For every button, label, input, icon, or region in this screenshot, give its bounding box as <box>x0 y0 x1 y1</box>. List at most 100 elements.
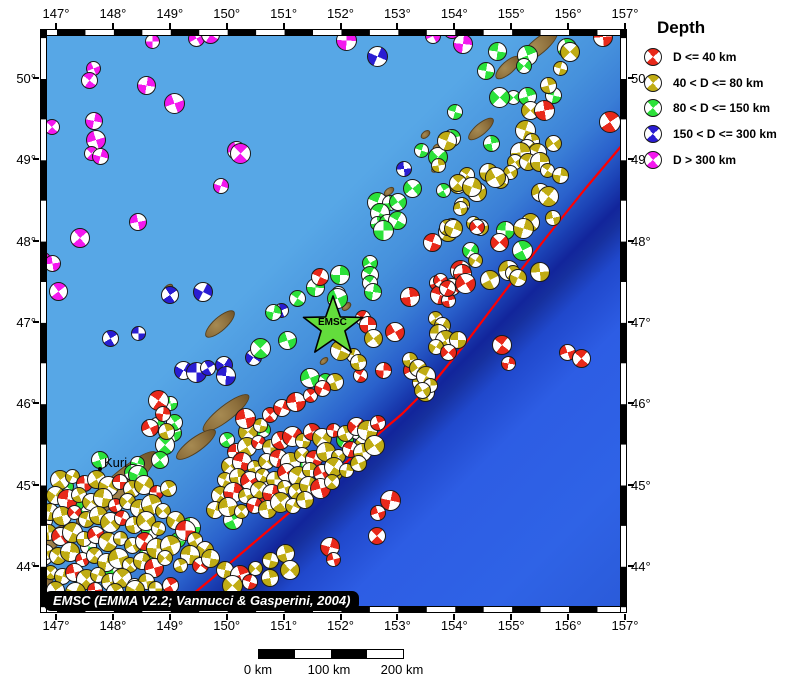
legend-ball-icon <box>644 48 662 66</box>
focal-mechanism-ball <box>467 252 483 268</box>
legend-item-label: D <= 40 km <box>673 50 737 64</box>
axis-tick <box>510 23 513 29</box>
axis-tick <box>225 23 228 29</box>
emsc-star-label: EMSC <box>318 317 347 328</box>
frame-right <box>620 29 627 613</box>
focal-mechanism-ball <box>438 279 456 297</box>
focal-mechanism-ball <box>484 166 506 188</box>
legend-ball-icon <box>644 99 662 118</box>
focal-mechanism-ball <box>447 104 463 120</box>
focal-mechanism-ball <box>552 60 568 76</box>
focal-mechanism-ball <box>480 270 500 290</box>
axis-tick <box>628 158 634 161</box>
focal-mechanism-ball <box>462 177 482 197</box>
focal-mechanism-ball <box>325 551 341 567</box>
axis-tick <box>282 614 285 620</box>
focal-mechanism-ball <box>422 232 442 252</box>
focal-mechanism-ball <box>277 330 297 350</box>
focal-mechanism-ball <box>477 62 495 80</box>
focal-mechanism-ball <box>288 289 306 307</box>
focal-mechanism-ball <box>511 239 533 261</box>
focal-mechanism-ball <box>200 360 216 376</box>
legend-item-label: 150 < D <= 300 km <box>673 127 777 142</box>
focal-mechanism-ball <box>349 454 367 472</box>
axis-tick <box>168 614 171 620</box>
scale-segment <box>259 650 295 658</box>
axis-tick <box>33 483 39 486</box>
lon-label: 149° <box>156 618 184 633</box>
axis-tick <box>33 402 39 405</box>
focal-mechanism-ball <box>443 218 463 238</box>
lon-label: 152° <box>327 6 354 21</box>
lon-label: 154° <box>440 6 468 21</box>
focal-mechanism-ball <box>449 331 467 349</box>
focal-mechanism-ball <box>487 41 507 61</box>
focal-mechanism-ball <box>413 381 431 399</box>
map-area: EMSC Kuri EMSC (EMMA V2.2; Vannucci & Ga… <box>40 29 627 613</box>
focal-mechanism-ball <box>551 166 569 184</box>
focal-mechanism-ball <box>157 550 173 566</box>
focal-mechanism-ball <box>402 178 422 198</box>
axis-tick <box>111 614 114 620</box>
lon-label: 157° <box>611 618 639 633</box>
focal-mechanism-ball <box>368 527 386 545</box>
lon-label: 156° <box>554 618 582 633</box>
focal-mechanism-ball <box>324 474 340 490</box>
focal-mechanism-ball <box>509 269 527 287</box>
lon-label: 155° <box>497 618 525 633</box>
focal-mechanism-ball <box>363 434 385 456</box>
axis-tick <box>567 23 570 29</box>
axis-tick <box>628 564 634 567</box>
axis-tick <box>628 239 634 242</box>
city-dot <box>98 467 102 471</box>
focal-mechanism-ball <box>454 272 476 294</box>
focal-mechanism-ball <box>172 557 188 573</box>
focal-mechanism-ball <box>379 489 401 511</box>
city-label: Kuri <box>104 455 128 470</box>
lon-label: 152° <box>327 618 354 633</box>
lat-label: 46° <box>16 396 36 412</box>
legend-ball-icon <box>644 125 662 144</box>
legend-item-label: 80 < D <= 150 km <box>673 101 771 116</box>
frame-top <box>40 29 627 36</box>
focal-mechanism-ball <box>330 265 350 285</box>
axis-tick <box>453 614 456 620</box>
focal-mechanism-ball <box>370 505 386 521</box>
lat-label: 50 <box>631 71 646 86</box>
axis-tick <box>168 23 171 29</box>
frame-left <box>40 29 47 613</box>
focal-mechanism-ball <box>363 328 383 348</box>
axis-tick <box>396 23 399 29</box>
lat-label: 45° <box>631 477 651 493</box>
axis-tick <box>396 614 399 620</box>
focal-mechanism-ball <box>453 34 473 54</box>
scale-label-200: 200 km <box>380 662 424 677</box>
axis-tick <box>55 23 57 29</box>
focal-mechanism-ball <box>313 379 331 397</box>
lon-label: 151° <box>270 6 298 21</box>
focal-mechanism-ball <box>151 451 169 469</box>
focal-mechanism-ball <box>413 142 429 158</box>
lon-label: 147° <box>42 618 70 633</box>
focal-mechanism-ball <box>213 178 229 194</box>
lat-label: 48° <box>631 233 651 249</box>
focal-mechanism-ball <box>234 407 256 429</box>
lat-label: 44° <box>631 558 651 574</box>
axis-tick <box>510 614 513 620</box>
axis-tick <box>33 564 39 567</box>
focal-mechanism-ball <box>437 131 457 151</box>
focal-mechanism-ball <box>91 147 109 165</box>
focal-mechanism-ball <box>286 392 306 412</box>
focal-mechanism-ball <box>452 200 468 216</box>
focal-mechanism-ball <box>537 185 559 207</box>
focal-mechanism-ball <box>374 361 392 379</box>
axis-tick <box>33 239 39 242</box>
focal-mechanism-ball <box>492 335 512 355</box>
focal-mechanism-ball <box>366 45 388 67</box>
scale-bar <box>258 649 404 659</box>
focal-mechanism-ball <box>136 75 156 95</box>
focal-mechanism-ball <box>193 282 213 302</box>
axis-tick <box>33 77 39 79</box>
focal-mechanism-ball <box>200 548 220 568</box>
